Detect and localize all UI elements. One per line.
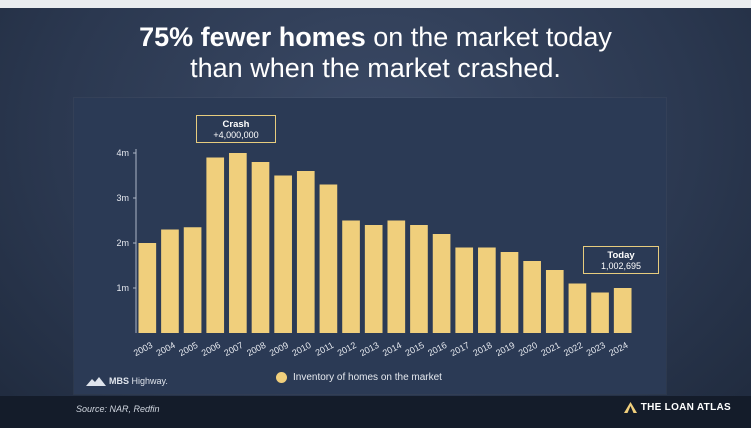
mbs-logo-text: MBS Highway. (109, 376, 168, 386)
source-text: Source: NAR, Redfin (76, 404, 160, 414)
bar-2009 (274, 175, 292, 333)
title-bold: 75% fewer homes (139, 22, 366, 52)
x-tick-label: 2006 (200, 340, 222, 358)
x-tick-label: 2009 (268, 340, 290, 358)
bar-2006 (206, 157, 225, 333)
x-tick-label: 2023 (585, 340, 607, 358)
x-tick-label: 2022 (562, 340, 584, 358)
x-tick-label: 2016 (426, 340, 448, 358)
bar-2004 (161, 229, 179, 333)
x-tick-label: 2017 (449, 340, 471, 358)
title-line-1: 75% fewer homes on the market today (0, 22, 751, 53)
x-tick-label: 2020 (517, 340, 539, 358)
x-tick-label: 2005 (177, 340, 199, 358)
bar-2008 (251, 162, 270, 333)
chart-legend: Inventory of homes on the market (276, 370, 442, 384)
x-tick-label: 2018 (471, 340, 493, 358)
crash-callout: Crash +4,000,000 (196, 115, 276, 143)
mbs-logo-bold: MBS (109, 376, 129, 386)
y-tick-label: 3m (116, 193, 129, 203)
x-tick-label: 2015 (404, 340, 426, 358)
x-tick-label: 2007 (222, 340, 244, 358)
x-tick-label: 2021 (539, 340, 561, 358)
today-callout-heading: Today (607, 250, 635, 261)
x-tick-label: 2012 (336, 340, 358, 358)
bar-2018 (478, 247, 496, 333)
bar-2017 (455, 247, 474, 333)
bar-2021 (545, 270, 564, 333)
mountain-logo-icon (86, 376, 106, 386)
bar-2007 (229, 153, 247, 333)
x-tick-label: 2019 (494, 340, 516, 358)
title-line-2: than when the market crashed. (190, 53, 561, 83)
bar-2011 (319, 184, 338, 333)
bar-2013 (364, 225, 383, 333)
legend-swatch (276, 371, 287, 383)
brand-text: THE LOAN ATLAS (640, 402, 731, 413)
x-tick-label: 2013 (358, 340, 380, 358)
legend-label: Inventory of homes on the market (293, 371, 442, 383)
top-strip (0, 0, 751, 8)
today-callout: Today 1,002,695 (583, 246, 659, 274)
bar-2015 (410, 225, 428, 333)
today-callout-value: 1,002,695 (600, 261, 642, 271)
title-rest: on the market today (365, 22, 612, 52)
triangle-logo-icon (623, 402, 637, 413)
bar-2022 (568, 283, 587, 333)
bar-2023 (591, 292, 609, 333)
slide-title: 75% fewer homes on the market today than… (0, 22, 751, 84)
bar-2012 (342, 220, 360, 333)
mbs-highway-logo: MBS Highway. (86, 376, 168, 386)
bar-2005 (183, 227, 202, 333)
bar-2010 (296, 171, 315, 333)
chart-panel: 1m 2m 3m 4m 2003 2004 2005 2006 2007 2008 2009 201… (74, 98, 666, 394)
x-tick-label: 2024 (607, 340, 629, 358)
mbs-logo-rest: Highway. (129, 376, 168, 386)
x-tick-label: 2010 (290, 340, 312, 358)
x-tick-label: 2011 (314, 340, 336, 358)
bar-2016 (432, 234, 451, 333)
x-tick-label: 2008 (245, 340, 267, 358)
bar-2019 (500, 252, 519, 333)
x-axis-ticks: 2003 2004 2005 2006 2007 2008 2009 2010 2011 2012… (132, 340, 630, 358)
y-axis-ticks: 1m 2m 3m 4m (116, 148, 136, 293)
chart-bars (138, 153, 632, 333)
crash-callout-value: +4,000,000 (213, 130, 259, 140)
bar-2020 (523, 261, 541, 333)
y-tick-label: 1m (116, 283, 129, 293)
bar-2003 (138, 243, 157, 333)
x-tick-label: 2003 (132, 340, 154, 358)
x-tick-label: 2004 (155, 340, 177, 358)
crash-callout-heading: Crash (222, 119, 250, 130)
bar-2014 (387, 220, 406, 333)
y-tick-label: 4m (116, 148, 129, 158)
x-tick-label: 2014 (381, 340, 403, 358)
y-tick-label: 2m (116, 238, 129, 248)
brand-logo: THE LOAN ATLAS (623, 402, 731, 413)
bar-2024 (613, 288, 632, 333)
